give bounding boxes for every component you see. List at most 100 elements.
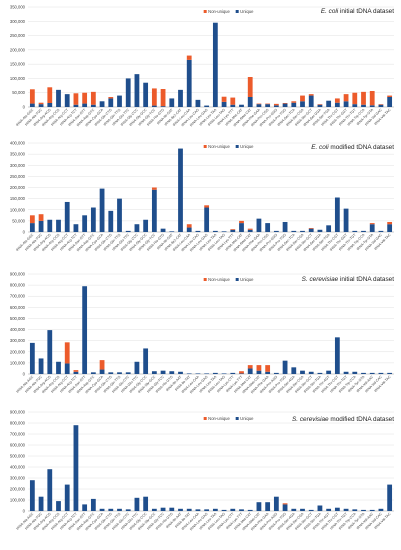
legend-label-unique: Unique	[240, 277, 254, 282]
y-tick-label: 0	[23, 105, 26, 110]
bar-unique	[212, 508, 218, 511]
legend-swatch-non-unique	[203, 10, 207, 13]
bar-unique	[64, 94, 70, 107]
bar-unique	[178, 371, 183, 374]
bar-non-unique	[265, 365, 271, 372]
bar-unique	[143, 496, 149, 511]
bar-non-unique	[239, 220, 244, 224]
bar-unique	[334, 197, 340, 232]
chart-panel-3: 0 100,000 200,000 300,000 400,000 500,000 600,…	[10, 272, 394, 395]
bar-unique	[317, 505, 323, 511]
bar-unique	[204, 373, 210, 374]
bar-unique	[239, 104, 244, 107]
bar-unique	[47, 330, 53, 374]
y-tick-label: 200,000	[10, 185, 26, 190]
y-tick-label: 300,000	[10, 476, 26, 481]
bar-unique	[273, 105, 279, 107]
bar-unique	[169, 507, 175, 511]
bar-unique	[90, 498, 96, 511]
bar-unique	[108, 98, 114, 107]
bar-unique	[160, 228, 166, 232]
chart-title-species: E. coli	[321, 8, 339, 15]
bar-unique	[82, 103, 88, 107]
y-tick-label: 600,000	[10, 443, 26, 448]
bar-non-unique	[160, 89, 166, 107]
bar-unique	[291, 508, 297, 511]
bar-unique	[273, 230, 279, 232]
bar-unique	[343, 508, 349, 511]
bar-unique	[56, 89, 61, 107]
legend-label-non-unique: Non-unique	[208, 416, 230, 421]
legend-label-unique: Unique	[240, 9, 254, 14]
bar-unique	[90, 104, 96, 107]
bar-unique	[387, 97, 393, 107]
chart-title-species: S. cerevisiae	[302, 276, 339, 283]
bar-non-unique	[73, 370, 79, 372]
legend-label-unique: Unique	[240, 144, 254, 149]
bar-unique	[282, 103, 288, 107]
legend-swatch-non-unique	[203, 278, 207, 281]
bar-unique	[204, 105, 210, 107]
bar-unique	[56, 219, 61, 232]
y-tick-label: 50,000	[12, 90, 25, 95]
bar-unique	[378, 372, 384, 374]
bar-non-unique	[230, 97, 236, 105]
bar-unique	[117, 508, 122, 511]
bar-unique	[169, 98, 175, 107]
bar-unique	[151, 371, 157, 374]
bar-unique	[82, 504, 88, 511]
bar-unique	[326, 370, 332, 374]
bar-non-unique	[369, 223, 375, 225]
bar-unique	[239, 373, 244, 374]
y-tick-label: 150,000	[10, 196, 26, 201]
bar-unique	[369, 372, 375, 374]
bar-unique	[117, 372, 122, 374]
bar-non-unique	[300, 95, 305, 102]
bar-unique	[169, 371, 175, 374]
bar-unique	[82, 215, 88, 232]
y-tick-label: 250,000	[10, 33, 26, 38]
y-tick-label: 700,000	[10, 294, 26, 299]
bar-non-unique	[38, 214, 44, 221]
bar-unique	[151, 105, 157, 107]
bar-unique	[151, 189, 157, 232]
bar-unique	[343, 101, 349, 107]
bar-unique	[256, 218, 262, 232]
y-tick-label: 50,000	[12, 218, 25, 223]
bar-non-unique	[387, 221, 393, 225]
bar-unique	[169, 231, 175, 232]
bar-unique	[125, 509, 131, 511]
bar-unique	[308, 509, 314, 511]
y-tick-label: 100,000	[10, 360, 26, 365]
bar-unique	[230, 372, 236, 374]
bar-unique	[90, 372, 96, 374]
legend-swatch-unique	[235, 10, 239, 13]
bar-unique	[221, 509, 227, 511]
bar-unique	[352, 371, 358, 374]
bar-unique	[56, 361, 61, 374]
bar-unique	[282, 360, 288, 374]
bar-non-unique	[352, 92, 358, 105]
bar-unique	[143, 219, 149, 232]
y-tick-label: 400,000	[10, 465, 26, 470]
chart-panel-2: 0 50,000 100,000 150,000 200,000 250,000 300,0…	[10, 141, 394, 253]
bar-non-unique	[273, 103, 279, 106]
bar-unique	[108, 508, 114, 511]
y-tick-label: 800,000	[10, 283, 26, 288]
bar-unique	[178, 508, 183, 511]
bar-non-unique	[221, 96, 227, 102]
y-tick-label: 800,000	[10, 421, 26, 426]
bar-unique	[265, 371, 271, 374]
bar-unique	[317, 104, 323, 107]
bar-unique	[308, 228, 314, 232]
bar-unique	[195, 373, 201, 374]
bar-unique	[73, 104, 79, 107]
bar-unique	[108, 210, 114, 232]
y-tick-label: 400,000	[10, 327, 26, 332]
y-tick-label: 200,000	[10, 349, 26, 354]
legend-swatch-unique	[235, 145, 239, 148]
bar-unique	[143, 82, 149, 107]
bar-unique	[369, 224, 375, 232]
bar-unique	[186, 373, 192, 374]
bar-unique	[378, 508, 384, 511]
